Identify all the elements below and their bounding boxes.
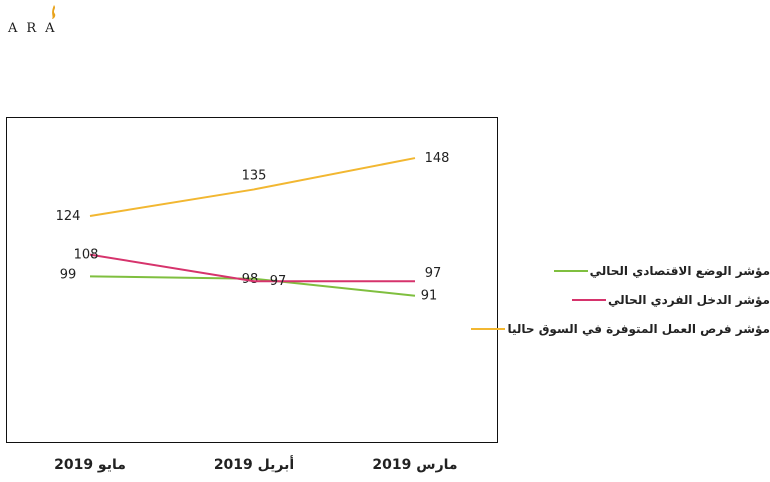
x-tick-label-1: أبريل 2019 xyxy=(213,457,295,473)
data-label-income-0: 108 xyxy=(74,248,99,263)
legend-label-jobs: مؤشر فرص العمل المتوفرة في السوق حاليا xyxy=(507,322,770,336)
legend-item-jobs: مؤشر فرص العمل المتوفرة في السوق حاليا xyxy=(471,322,770,336)
data-label-jobs-2: 148 xyxy=(425,151,450,166)
x-tick-label-2: مارس 2019 xyxy=(372,457,458,473)
data-label-economic-0: 99 xyxy=(60,267,77,282)
logo-text: ARA xyxy=(8,21,64,36)
data-label-income-2: 97 xyxy=(425,266,442,281)
data-label-economic-2: 91 xyxy=(421,289,438,304)
series-line-income xyxy=(89,253,415,283)
data-label-jobs-1: 135 xyxy=(242,168,267,183)
legend-item-economic: مؤشر الوضع الاقتصادي الحالي xyxy=(500,264,770,278)
data-label-income-1: 97 xyxy=(270,274,287,289)
series-line-jobs xyxy=(89,157,416,217)
data-label-economic-1: 98 xyxy=(242,272,259,287)
legend-swatch-jobs xyxy=(471,328,506,330)
data-label-jobs-0: 124 xyxy=(56,209,81,224)
x-tick-label-0: مايو 2019 xyxy=(54,457,126,473)
ara-logo: ARA xyxy=(8,4,98,40)
legend-item-income: مؤشر الدخل الفردي الحالي xyxy=(500,293,770,307)
series-line-economic xyxy=(89,275,416,297)
legend-swatch-income xyxy=(572,299,607,301)
legend-label-income: مؤشر الدخل الفردي الحالي xyxy=(608,293,770,307)
legend-label-economic: مؤشر الوضع الاقتصادي الحالي xyxy=(589,264,770,278)
flame-icon xyxy=(52,5,56,19)
legend-swatch-economic xyxy=(553,270,588,272)
plot-area xyxy=(6,117,498,443)
